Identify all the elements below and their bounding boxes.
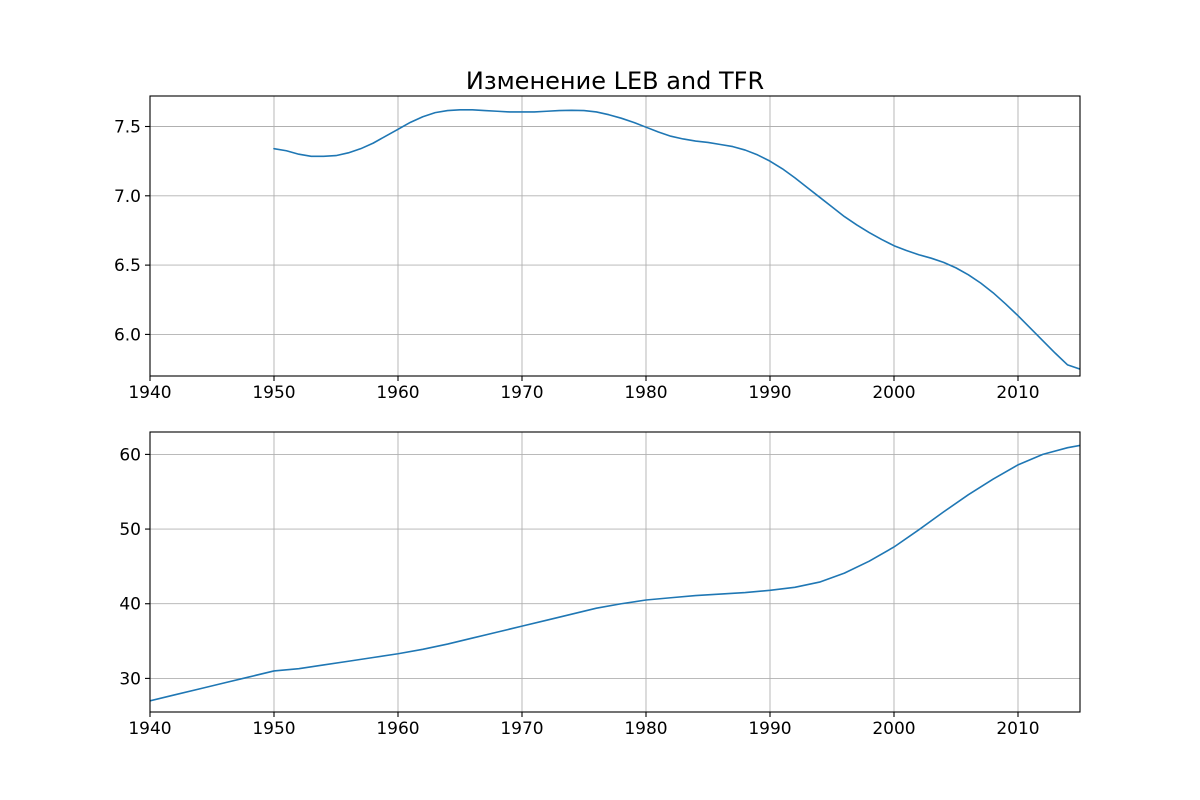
bottom-panel: 1940 1950 1960 1970 1980 1990 2000 2010 30 40 50 60	[119, 431, 1081, 739]
bottom-y-tick-label: 60	[119, 445, 141, 465]
top-y-tick-label: 7.5	[114, 117, 141, 137]
top-y-tick-label: 6.5	[114, 256, 141, 276]
top-x-tick-label: 2000	[872, 383, 915, 403]
bottom-axes-frame	[149, 431, 1081, 713]
top-x-tick-label: 1960	[376, 383, 419, 403]
bottom-y-tick-label: 50	[119, 520, 141, 540]
bottom-x-tick-label: 1940	[128, 719, 171, 739]
chart-title: Изменение LEB and TFR	[466, 67, 764, 95]
top-x-tick-label: 2010	[996, 383, 1039, 403]
top-axes-frame	[149, 95, 1081, 377]
bottom-x-tick-label: 1950	[252, 719, 295, 739]
top-x-tick-label: 1970	[500, 383, 543, 403]
top-x-tick-label: 1940	[128, 383, 171, 403]
top-x-tick-label: 1950	[252, 383, 295, 403]
top-x-tick-label: 1980	[624, 383, 667, 403]
bottom-x-tick-label: 1980	[624, 719, 667, 739]
bottom-y-tick-label: 30	[119, 669, 141, 689]
top-panel: 1940 1950 1960 1970 1980 1990 2000 2010 6.0 6.5 7.…	[114, 95, 1081, 403]
bottom-y-tick-label: 40	[119, 595, 141, 615]
bottom-x-tick-label: 2010	[996, 719, 1039, 739]
top-x-tick-label: 1990	[748, 383, 791, 403]
bottom-x-tick-label: 1960	[376, 719, 419, 739]
bottom-x-tick-label: 1970	[500, 719, 543, 739]
top-y-tick-label: 7.0	[114, 187, 141, 207]
top-series-line-0	[273, 109, 1080, 370]
bottom-x-tick-label: 2000	[872, 719, 915, 739]
bottom-series-line-0	[150, 444, 1080, 702]
bottom-x-tick-label: 1990	[748, 719, 791, 739]
top-y-tick-label: 6.0	[114, 325, 141, 345]
